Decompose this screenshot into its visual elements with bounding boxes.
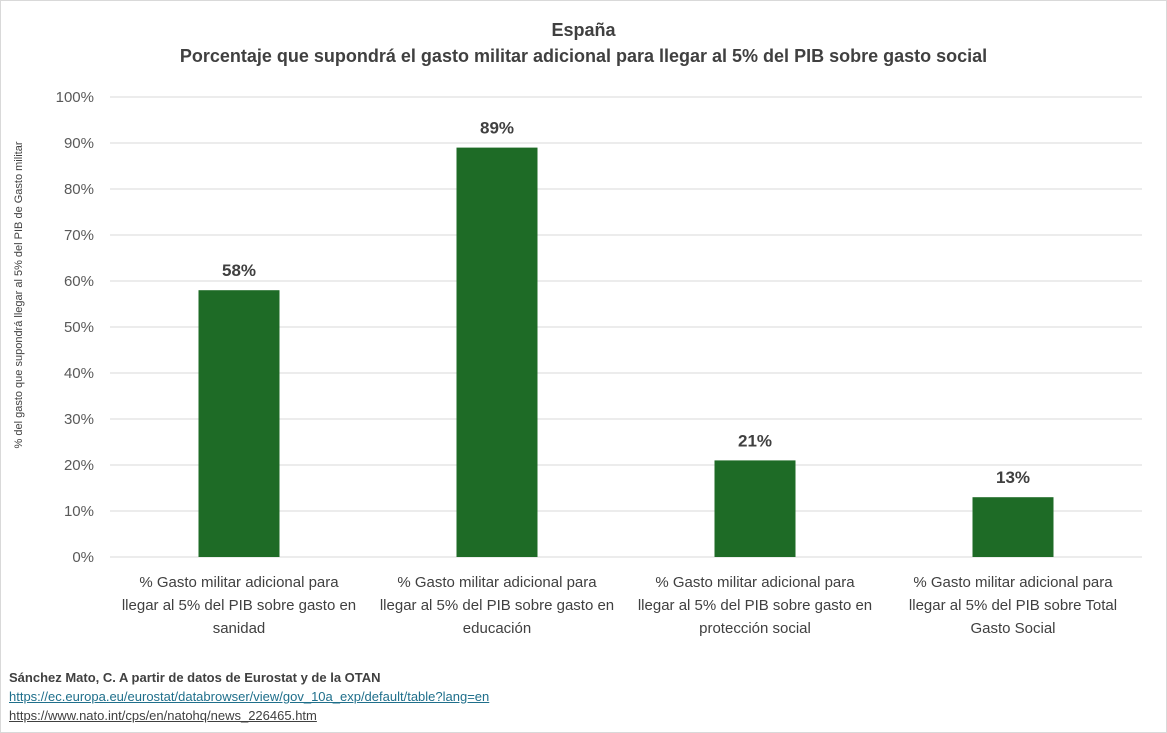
data-label: 21% <box>738 431 772 450</box>
y-tick-label: 40% <box>64 365 94 382</box>
y-tick-label: 20% <box>64 457 94 474</box>
y-tick-label: 80% <box>64 181 94 198</box>
bar <box>456 147 538 557</box>
y-tick-label: 10% <box>64 503 94 520</box>
x-tick-label: % Gasto militar adicional para <box>139 574 339 591</box>
x-tick-label: sanidad <box>213 620 266 637</box>
bar <box>714 460 796 557</box>
x-tick-label: % Gasto militar adicional para <box>913 574 1113 591</box>
x-tick-label: Gasto Social <box>970 620 1055 637</box>
data-label: 13% <box>996 468 1030 487</box>
chart-title: España <box>551 20 616 40</box>
y-tick-label: 60% <box>64 273 94 290</box>
x-tick-label: llegar al 5% del PIB sobre Total <box>909 597 1117 614</box>
x-tick-label: % Gasto militar adicional para <box>397 574 597 591</box>
y-tick-label: 90% <box>64 135 94 152</box>
y-tick-label: 0% <box>72 549 94 566</box>
chart-subtitle: Porcentaje que supondrá el gasto militar… <box>179 46 988 66</box>
x-tick-label: llegar al 5% del PIB sobre gasto en <box>122 597 356 614</box>
x-tick-label: educación <box>463 620 531 637</box>
y-tick-label: 50% <box>64 319 94 336</box>
bar <box>972 497 1054 557</box>
bar <box>198 290 280 557</box>
y-tick-label: 30% <box>64 411 94 428</box>
data-label: 58% <box>222 261 256 280</box>
data-label: 89% <box>480 119 514 138</box>
y-tick-label: 100% <box>56 89 94 106</box>
x-tick-label: llegar al 5% del PIB sobre gasto en <box>638 597 872 614</box>
x-tick-label: llegar al 5% del PIB sobre gasto en <box>380 597 614 614</box>
source-link-nato[interactable]: https://www.nato.int/cps/en/natohq/news_… <box>9 708 317 723</box>
x-tick-label: protección social <box>699 620 811 637</box>
y-tick-label: 70% <box>64 227 94 244</box>
x-tick-label: % Gasto militar adicional para <box>655 574 855 591</box>
source-credit: Sánchez Mato, C. A partir de datos de Eu… <box>9 670 381 685</box>
source-link-eurostat[interactable]: https://ec.europa.eu/eurostat/databrowse… <box>9 689 490 704</box>
